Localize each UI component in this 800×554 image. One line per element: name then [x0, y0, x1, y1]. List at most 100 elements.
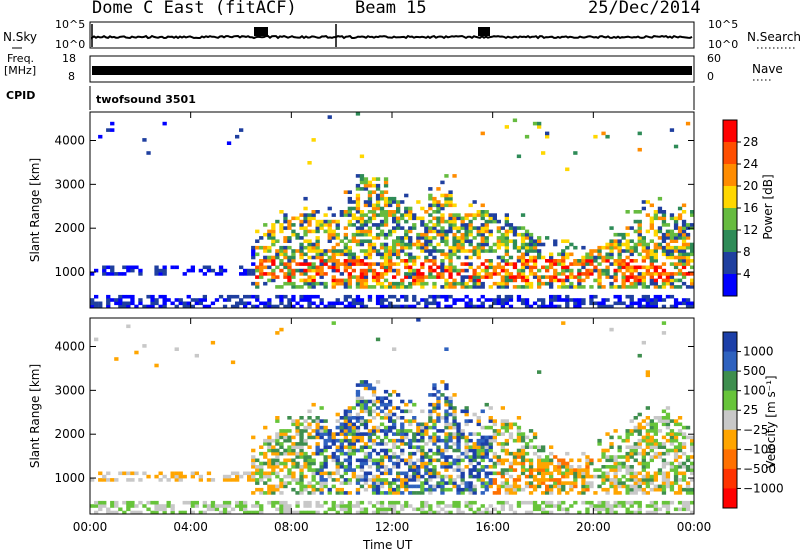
heatmap-cell: [267, 438, 272, 443]
heatmap-cell: [685, 504, 691, 508]
heatmap-cell: [541, 458, 546, 463]
heatmap-cell: [267, 278, 272, 283]
heatmap-cell: [347, 442, 352, 446]
heatmap-cell: [412, 294, 417, 299]
heatmap-cell: [492, 419, 497, 423]
x-tick-label: 08:00: [274, 520, 309, 534]
heatmap-cell: [500, 481, 505, 485]
heatmap-cell: [520, 465, 526, 469]
heatmap-cell: [629, 252, 634, 257]
heatmap-cell: [383, 245, 389, 250]
heatmap-cell: [448, 481, 453, 485]
heatmap-cell: [472, 484, 477, 489]
heatmap-cell: [661, 216, 667, 221]
heatmap-cell: [279, 327, 284, 332]
heatmap-cell: [375, 301, 381, 306]
heatmap-cell: [573, 481, 578, 485]
heatmap-cell: [263, 223, 268, 227]
heatmap-cell: [653, 304, 658, 309]
heatmap-cell: [645, 432, 650, 436]
heatmap-cell: [351, 468, 356, 472]
heatmap-cell: [339, 465, 344, 469]
heatmap-cell: [428, 219, 433, 224]
heatmap-cell: [202, 265, 207, 270]
heatmap-cell: [524, 301, 530, 306]
heatmap-cell: [110, 121, 115, 126]
heatmap-cell: [456, 429, 461, 433]
heatmap-cell: [287, 504, 292, 508]
heatmap-cell: [561, 255, 566, 260]
heatmap-cell: [375, 474, 381, 479]
heatmap-cell: [661, 419, 667, 423]
heatmap-cell: [327, 491, 332, 495]
heatmap-cell: [351, 206, 356, 211]
heatmap-cell: [424, 481, 429, 485]
heatmap-cell: [383, 190, 389, 194]
heatmap-cell: [311, 242, 316, 247]
heatmap-cell: [585, 262, 590, 266]
heatmap-cell: [581, 451, 586, 456]
heatmap-cell: [416, 438, 421, 443]
heatmap-cell: [549, 500, 554, 505]
heatmap-cell: [243, 500, 248, 505]
heatmap-cell: [122, 294, 127, 299]
heatmap-cell: [408, 445, 413, 449]
heatmap-cell: [263, 245, 268, 250]
heatmap-cell: [690, 435, 695, 440]
heatmap-cell: [440, 438, 445, 443]
heatmap-cell: [396, 239, 401, 243]
heatmap-cell: [553, 304, 558, 309]
heatmap-cell: [472, 412, 477, 417]
heatmap-cell: [577, 471, 582, 476]
heatmap-cell: [291, 216, 296, 221]
heatmap-cell: [456, 229, 461, 234]
heatmap-cell: [480, 438, 485, 443]
heatmap-cell: [291, 259, 296, 263]
heatmap-cell: [315, 210, 320, 214]
heatmap-cell: [383, 272, 389, 276]
heatmap-cell: [323, 442, 328, 446]
heatmap-cell: [460, 458, 465, 463]
heatmap-cell: [400, 416, 405, 420]
heatmap-cell: [633, 416, 638, 420]
heatmap-cell: [383, 304, 389, 309]
heatmap-cell: [625, 232, 630, 237]
heatmap-cell: [283, 294, 288, 299]
heatmap-cell: [516, 294, 522, 299]
heatmap-cell: [170, 265, 175, 270]
heatmap-cell: [283, 245, 288, 250]
heatmap-cell: [347, 190, 352, 194]
heatmap-cell: [565, 255, 570, 260]
heatmap-cell: [287, 471, 292, 476]
heatmap-cell: [355, 281, 361, 286]
heatmap-cell: [392, 419, 397, 423]
heatmap-cell: [504, 468, 509, 472]
heatmap-cell: [355, 412, 361, 417]
heatmap-cell: [392, 304, 397, 309]
heatmap-cell: [359, 461, 365, 466]
heatmap-cell: [480, 239, 485, 243]
heatmap-cell: [669, 487, 675, 492]
heatmap-cell: [504, 294, 509, 299]
heatmap-cell: [307, 500, 312, 505]
heatmap-cell: [347, 252, 352, 257]
heatmap-cell: [436, 203, 441, 208]
heatmap-cell: [669, 432, 675, 436]
heatmap-cell: [416, 507, 421, 512]
heatmap-cell: [621, 249, 626, 253]
heatmap-cell: [335, 461, 340, 466]
heatmap-cell: [335, 249, 340, 253]
heatmap-cell: [581, 262, 586, 266]
heatmap-cell: [275, 458, 280, 463]
heatmap-cell: [629, 298, 634, 302]
heatmap-cell: [388, 245, 393, 250]
heatmap-cell: [379, 285, 385, 289]
heatmap-cell: [690, 245, 695, 250]
heatmap-cell: [315, 236, 320, 240]
heatmap-cell: [388, 402, 393, 407]
heatmap-cell: [641, 285, 646, 289]
heatmap-cell: [452, 409, 457, 414]
heatmap-cell: [287, 268, 292, 273]
heatmap-cell: [464, 487, 469, 492]
heatmap-cell: [613, 461, 618, 466]
